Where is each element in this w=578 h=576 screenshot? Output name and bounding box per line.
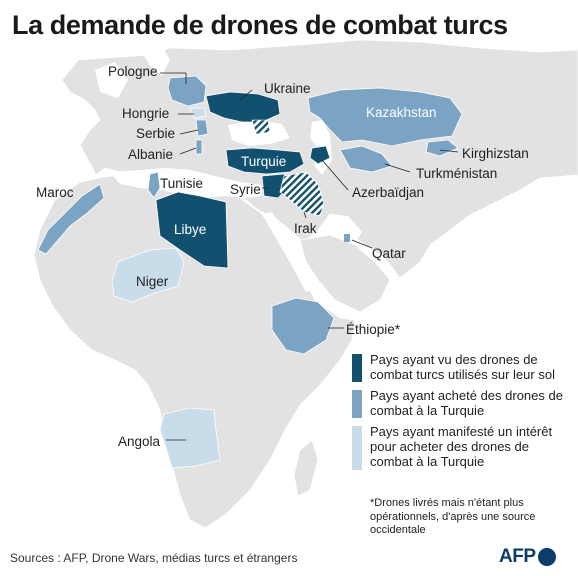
legend-item-used: Pays ayant vu des drones de combat turcs… (350, 352, 572, 382)
country-ukraine-crimea (251, 119, 271, 135)
country-maroc (37, 183, 105, 255)
label-ukraine: Ukraine (264, 81, 311, 96)
label-maroc: Maroc (36, 185, 74, 200)
label-albanie: Albanie (128, 147, 173, 162)
legend: Pays ayant vu des drones de combat turcs… (350, 352, 572, 475)
label-niger: Niger (136, 274, 169, 289)
label-qatar: Qatar (372, 246, 406, 261)
country-libye (155, 191, 229, 269)
label-pologne: Pologne (108, 64, 158, 79)
legend-text-interested: Pays ayant manifesté un intérêt pour ach… (370, 424, 553, 469)
label-kazakhstan: Kazakhstan (366, 105, 437, 120)
afp-logo-text: AFP (499, 546, 536, 567)
leader-lines (160, 72, 459, 441)
label-ethiopie: Éthiopie* (346, 322, 401, 337)
country-qatar (344, 234, 350, 242)
afp-logo: AFP (499, 546, 556, 568)
legend-item-interested: Pays ayant manifesté un intérêt pour ach… (350, 424, 572, 470)
legend-text-bought: Pays ayant acheté des drones de combat à… (370, 388, 563, 418)
label-turkmenistan: Turkménistan (416, 166, 497, 181)
country-irak (279, 171, 325, 217)
country-niger (111, 247, 185, 303)
label-tunisie: Tunisie (160, 176, 203, 191)
label-kirghizstan: Kirghizstan (462, 146, 529, 161)
legend-swatch-bought (352, 390, 362, 418)
country-pologne (167, 75, 207, 107)
label-hongrie: Hongrie (122, 106, 169, 121)
country-angola (159, 407, 221, 469)
legend-text-used: Pays ayant vu des drones de combat turcs… (370, 352, 555, 382)
country-kirghizstan (425, 139, 459, 157)
country-turquie (225, 147, 305, 175)
country-kazakhstan (307, 87, 463, 147)
legend-swatch-used (352, 354, 362, 382)
country-ukraine (205, 91, 281, 123)
country-tunisie (147, 171, 161, 199)
country-azerbaidjan (309, 145, 331, 165)
label-turquie: Turquie (241, 154, 286, 169)
afp-logo-dot-icon (537, 548, 556, 566)
country-serbie (195, 119, 209, 137)
country-labels: Pologne Ukraine Hongrie Serbie Albanie K… (36, 64, 529, 449)
label-syrie: Syrie (230, 182, 261, 197)
legend-swatch-interested (352, 426, 362, 470)
label-serbie: Serbie (136, 126, 175, 141)
page-title: La demande de drones de combat turcs (12, 10, 508, 40)
highlighted-countries (37, 75, 463, 469)
sources: Sources : AFP, Drone Wars, médias turcs … (10, 551, 298, 565)
country-albanie (195, 139, 203, 155)
legend-item-bought: Pays ayant acheté des drones de combat à… (350, 388, 572, 418)
label-azerbaidjan: Azerbaïdjan (352, 185, 424, 200)
label-libye: Libye (174, 222, 206, 237)
footnote: *Drones livrés mais n'étant plus opérati… (370, 497, 536, 536)
country-ethiopie (271, 297, 335, 355)
label-irak: Irak (294, 221, 317, 236)
label-angola: Angola (118, 434, 161, 449)
country-hongrie (189, 107, 207, 119)
